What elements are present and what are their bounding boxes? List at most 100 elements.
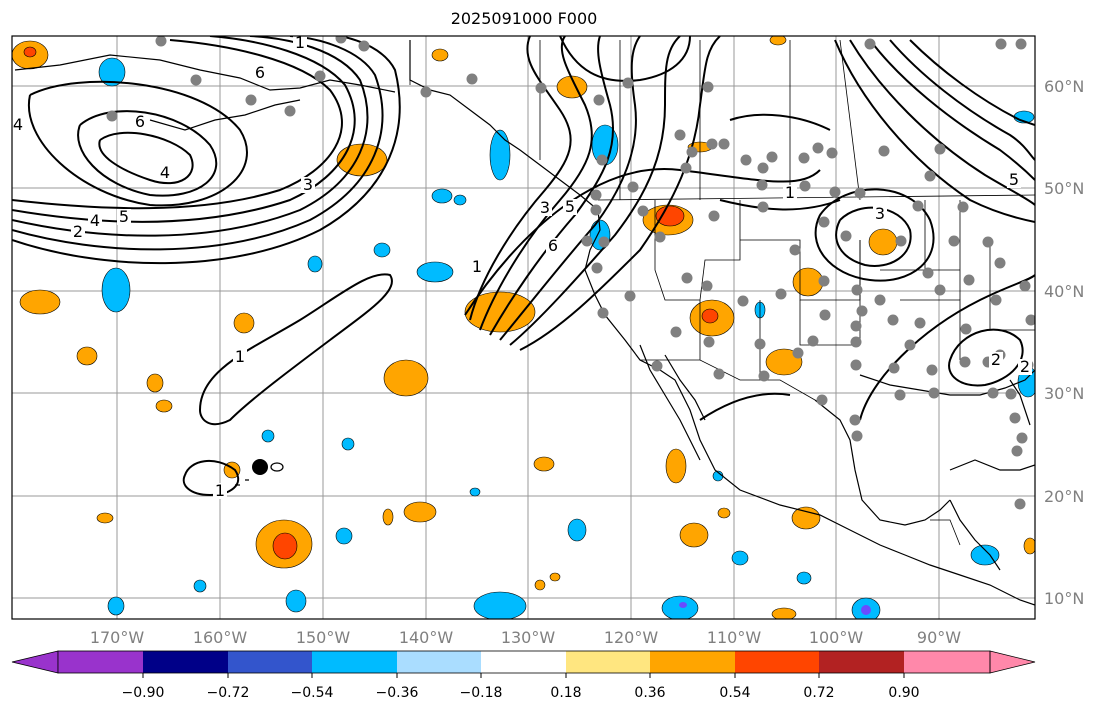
lat-label: 50°N bbox=[1044, 179, 1084, 198]
cyan-anomaly-blob bbox=[731, 550, 749, 566]
station-dot bbox=[314, 70, 326, 82]
orange-anomaly-blob bbox=[19, 289, 61, 315]
contour-label: 6 bbox=[255, 63, 265, 82]
latitude-labels: 60°N 50°N 40°N 30°N 20°N 10°N bbox=[1044, 77, 1084, 608]
longitude-labels: 170°W 160°W 150°W 140°W 130°W 120°W 110°W 100°W… bbox=[90, 628, 961, 647]
colorbar-segment bbox=[143, 651, 228, 673]
station-dot bbox=[670, 326, 682, 338]
lat-label: 10°N bbox=[1044, 589, 1084, 608]
contour-label-bg bbox=[253, 65, 267, 81]
lon-label: 120°W bbox=[604, 628, 659, 647]
cyan-anomaly-blob bbox=[567, 518, 587, 542]
cyan-anomaly-blob bbox=[335, 527, 353, 545]
station-dot bbox=[826, 147, 838, 159]
station-dot bbox=[713, 368, 725, 380]
contour-label: 6 bbox=[135, 112, 145, 131]
colorbar-tick-label: 0.36 bbox=[634, 685, 665, 701]
station-dot bbox=[757, 162, 769, 174]
contour-label: 3 bbox=[875, 204, 885, 223]
contour-label-bg bbox=[133, 114, 147, 130]
cyan-anomaly-blob bbox=[261, 429, 275, 443]
lon-label: 170°W bbox=[90, 628, 145, 647]
station-dot bbox=[850, 320, 862, 332]
orange-anomaly-blob bbox=[665, 448, 687, 484]
station-dot bbox=[994, 257, 1006, 269]
coastlines bbox=[14, 40, 1035, 606]
orange-anomaly-blob bbox=[382, 508, 394, 526]
station-dots bbox=[106, 36, 1035, 510]
station-dot bbox=[987, 387, 999, 399]
contour-label-bg bbox=[117, 209, 131, 225]
colorbar-tick-label: −0.54 bbox=[291, 685, 334, 701]
lon-label: 130°W bbox=[501, 628, 556, 647]
height-contours bbox=[12, 36, 1035, 497]
station-dot bbox=[895, 235, 907, 247]
cyan-anomaly-blob bbox=[469, 487, 481, 497]
lat-label: 40°N bbox=[1044, 282, 1084, 301]
station-dot bbox=[358, 40, 370, 52]
station-dot bbox=[850, 359, 862, 371]
station-dot bbox=[934, 143, 946, 155]
station-dot bbox=[959, 356, 971, 368]
station-dot bbox=[590, 189, 602, 201]
contour-label-bg bbox=[1018, 359, 1032, 375]
cyan-anomaly-blob bbox=[107, 596, 125, 616]
station-dot bbox=[681, 272, 693, 284]
station-dot bbox=[819, 309, 831, 321]
cyan-anomaly-blob bbox=[661, 595, 699, 619]
station-dot bbox=[874, 294, 886, 306]
purple-anomaly-blob bbox=[679, 602, 687, 608]
lon-label: 110°W bbox=[707, 628, 762, 647]
station-dot bbox=[851, 430, 863, 442]
station-dot bbox=[948, 235, 960, 247]
colorbar-tick-label: −0.36 bbox=[376, 685, 419, 701]
contour-label: 5 bbox=[1009, 170, 1019, 189]
orange-anomaly-blob bbox=[403, 501, 437, 523]
contour-label: 1 bbox=[295, 33, 305, 52]
colorbar-tick-label: −0.18 bbox=[460, 685, 503, 701]
contour-label: 2 bbox=[1020, 357, 1030, 376]
station-dot bbox=[816, 394, 828, 406]
colorbar-tick-label: −0.72 bbox=[207, 685, 250, 701]
station-dot bbox=[854, 187, 866, 199]
contour-label-bg bbox=[538, 200, 552, 216]
station-dot bbox=[680, 162, 692, 174]
cyan-anomaly-blob bbox=[193, 579, 207, 593]
station-dot bbox=[624, 290, 636, 302]
station-dot bbox=[535, 82, 547, 94]
station-dot bbox=[708, 210, 720, 222]
station-dot bbox=[754, 338, 766, 350]
contour-label: 3 bbox=[303, 175, 313, 194]
station-dot bbox=[792, 347, 804, 359]
lat-label: 60°N bbox=[1044, 77, 1084, 96]
station-dot bbox=[637, 205, 649, 217]
station-dot bbox=[590, 204, 602, 216]
cyan-anomaly-blob bbox=[416, 261, 454, 283]
lat-label: 30°N bbox=[1044, 384, 1084, 403]
colorbar-segment bbox=[481, 651, 566, 673]
orange-anomaly-blob bbox=[76, 346, 98, 366]
station-dot bbox=[856, 305, 868, 317]
orange-anomaly-blob bbox=[233, 312, 255, 334]
station-dot bbox=[995, 38, 1007, 50]
contour-label: 2 bbox=[991, 350, 1001, 369]
station-dot bbox=[627, 181, 639, 193]
station-dot bbox=[963, 274, 975, 286]
red-anomaly-blob bbox=[701, 308, 719, 324]
cyan-anomaly-blob bbox=[473, 591, 527, 619]
station-dot bbox=[284, 105, 296, 117]
station-dot bbox=[1014, 498, 1026, 510]
orange-anomaly-blob bbox=[771, 607, 797, 619]
orange-anomaly-blob bbox=[769, 36, 787, 46]
station-dot bbox=[651, 360, 663, 372]
red-anomaly-blob bbox=[272, 532, 298, 560]
colorbar-segment bbox=[819, 651, 904, 673]
station-dot bbox=[596, 154, 608, 166]
station-dot bbox=[922, 267, 934, 279]
station-dot bbox=[1005, 388, 1017, 400]
station-dot bbox=[737, 295, 749, 307]
cyan-anomaly-blob bbox=[307, 255, 323, 273]
colorbar-segment bbox=[58, 651, 143, 673]
colorbar-extend-low bbox=[11, 650, 59, 674]
station-dot bbox=[597, 307, 609, 319]
